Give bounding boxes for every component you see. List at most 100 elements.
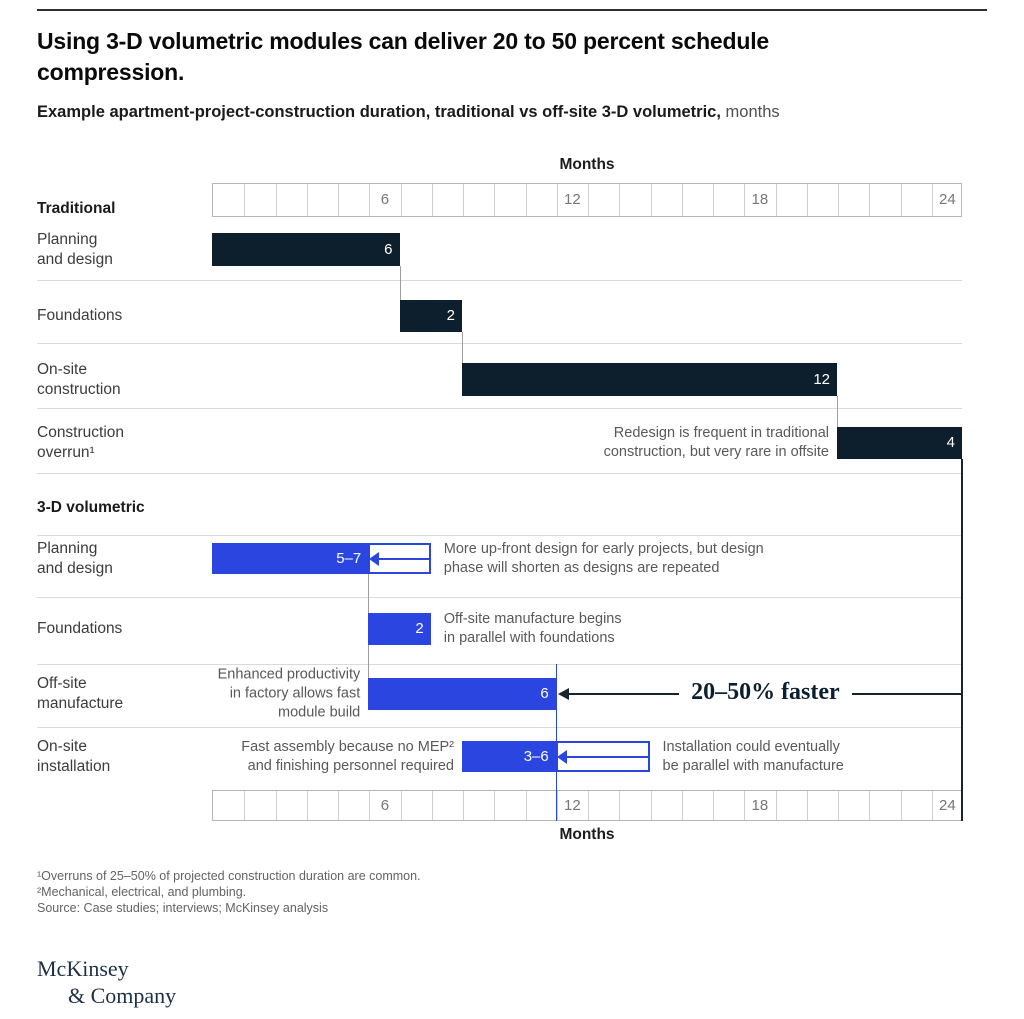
row-label: On-site construction <box>37 360 202 400</box>
grid-cell-line <box>775 791 777 820</box>
callout-text: 20–50% faster <box>691 679 840 705</box>
bar-value-label: 5–7 <box>336 550 362 567</box>
row-label-line: construction <box>37 380 121 398</box>
annotation-line: Off-site manufacture begins <box>443 611 622 627</box>
row-label-line: On-site <box>37 737 87 755</box>
row-label: On-site installation <box>37 737 202 777</box>
row-label: Foundations <box>37 306 202 326</box>
row-label: Foundations <box>37 619 202 639</box>
annotation-line: Fast assembly because no MEP² <box>241 738 454 755</box>
month-grid-bottom: 6 12 18 24 <box>212 790 962 821</box>
gantt-ghost-bar <box>368 543 431 574</box>
grid-cell-line <box>369 791 371 820</box>
page-title: Using 3-D volumetric modules can deliver… <box>37 28 769 85</box>
row-label-line: manufacture <box>37 695 124 712</box>
separator <box>37 473 962 474</box>
arrow-shaft <box>379 557 429 560</box>
annotation: Enhanced productivity in factory allows f… <box>218 666 361 723</box>
annotation-line: Redesign is frequent in traditional <box>613 425 829 441</box>
annotation: Fast assembly because no MEP² and finishi… <box>241 738 454 776</box>
gantt-bar: 3–6 <box>462 741 556 772</box>
grid-cell-line <box>494 184 496 216</box>
row-label-line: On-site <box>37 360 87 378</box>
mckinsey-logo-line1: McKinsey <box>37 956 129 981</box>
footnote-2: ²Mechanical, electrical, and plumbing. <box>37 885 247 899</box>
chart-subtitle: Example apartment-project-construction d… <box>37 103 987 122</box>
grid-cell-line <box>400 184 402 216</box>
grid-cell-line <box>588 184 589 216</box>
gantt-bar: 6 <box>368 678 556 710</box>
grid-cell-line <box>431 184 433 216</box>
row-label-line: Off-site <box>37 675 87 692</box>
arrow-shaft <box>566 755 648 758</box>
left-arrow-icon <box>556 749 567 764</box>
connector-line <box>837 396 838 427</box>
grid-cell-line <box>306 184 308 216</box>
chart-subtitle-bold: Example apartment-project-construction d… <box>37 103 721 121</box>
grid-cell-line <box>588 791 589 820</box>
grid-cell-line <box>775 184 777 216</box>
grid-cell-line <box>463 184 464 216</box>
bar-value-label: 6 <box>540 685 549 702</box>
axis-tick-label: 12 <box>564 191 581 208</box>
footnote-source: Source: Case studies; interviews; McKins… <box>37 901 329 915</box>
axis-title-top: Months <box>559 156 615 173</box>
axis-tick-label: 6 <box>380 191 390 208</box>
month-grid-top: 6 12 18 24 <box>212 183 962 217</box>
fast-line-11 <box>555 664 558 821</box>
gantt-bar: 5–7 <box>212 543 369 574</box>
row-label: Planning and design <box>37 539 202 579</box>
annotation-line: in factory allows fast <box>229 685 361 702</box>
grid-cell-line <box>806 184 808 216</box>
grid-cell-line <box>931 184 933 216</box>
gantt-bar: 4 <box>837 427 962 459</box>
bar-value-label: 6 <box>384 241 393 258</box>
separator <box>37 597 962 598</box>
row-label: Construction overrun¹ <box>37 423 202 463</box>
grid-cell-line <box>869 184 871 216</box>
grid-cell-line <box>681 791 683 820</box>
axis-tick-label: 6 <box>380 797 390 814</box>
row-label-line: Foundations <box>37 620 123 637</box>
connector-line <box>399 266 401 300</box>
grid-cell-line <box>650 791 652 820</box>
section-header-traditional: Traditional <box>37 200 116 217</box>
annotation: Installation could eventually be parallel… <box>663 738 844 776</box>
row-label-line: Foundations <box>37 307 123 324</box>
grid-cell-line <box>306 791 308 820</box>
section-header-volumetric: 3-D volumetric <box>37 499 145 516</box>
left-arrow-icon <box>557 688 569 700</box>
annotation-line: Enhanced productivity <box>217 666 361 683</box>
grid-cell-line <box>244 791 246 820</box>
grid-cell-line <box>838 791 839 820</box>
gantt-bar: 2 <box>368 613 431 645</box>
grid-cell-line <box>619 791 621 820</box>
row-label: Off-site manufacture <box>37 674 202 714</box>
annotation: Off-site manufacture begins in parallel w… <box>444 610 622 648</box>
row-label: Planning and design <box>37 230 202 270</box>
connector-line <box>368 645 370 678</box>
bar-value-label: 12 <box>813 371 830 388</box>
grid-cell-line <box>838 184 839 216</box>
grid-cell-line <box>463 791 464 820</box>
grid-cell-line <box>900 791 902 820</box>
gantt-bar: 6 <box>212 233 400 266</box>
grid-cell-line <box>744 184 746 216</box>
gantt-ghost-bar <box>555 741 650 772</box>
mckinsey-logo-line2: & Company <box>68 983 177 1008</box>
chart-subtitle-unit: months <box>720 103 780 121</box>
annotation-line: and finishing personnel required <box>247 757 454 774</box>
annotation: Redesign is frequent in traditional const… <box>604 424 829 462</box>
callout-line <box>568 693 680 695</box>
grid-cell-line <box>338 184 339 216</box>
grid-cell-line <box>713 791 714 820</box>
separator <box>37 343 962 344</box>
axis-tick-label: 24 <box>939 191 956 208</box>
bar-value-label: 3–6 <box>523 748 549 765</box>
grid-cell-line <box>275 184 277 216</box>
bar-value-label: 2 <box>415 620 424 637</box>
annotation-line: More up-front design for early projects,… <box>443 540 764 557</box>
grid-cell-line <box>931 791 933 820</box>
callout-faster: 20–50% faster <box>557 678 963 710</box>
